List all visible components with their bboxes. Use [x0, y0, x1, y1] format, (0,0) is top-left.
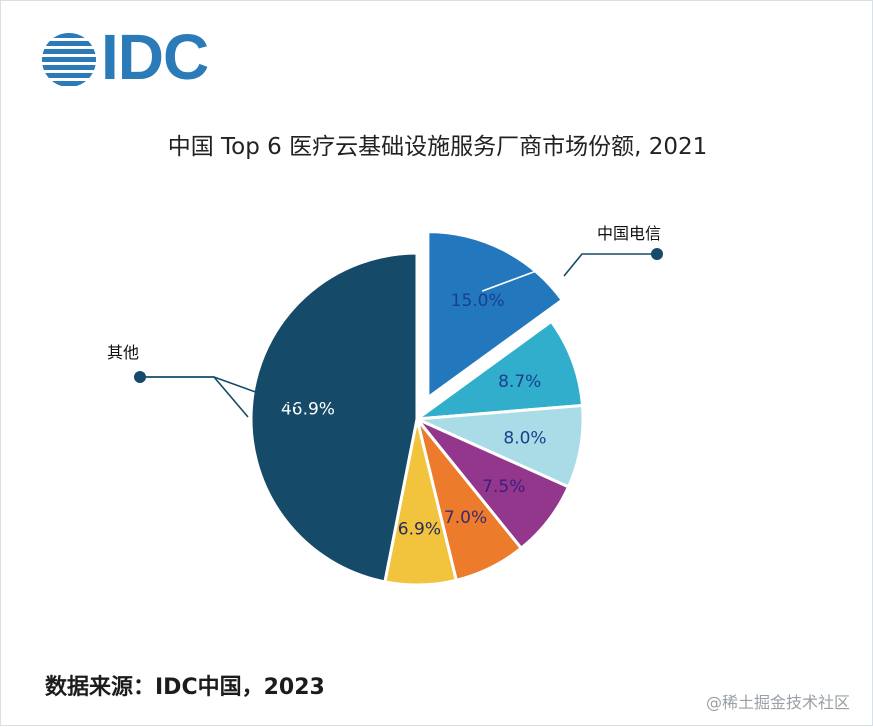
callout-line-outer-0 — [563, 253, 657, 277]
idc-logo: IDC — [39, 21, 219, 93]
chart-title: 中国 Top 6 医疗云基础设施服务厂商市场份额, 2021 — [167, 134, 708, 160]
callout-line-outer-6 — [140, 376, 249, 418]
callout-label-0: 中国电信 — [597, 224, 661, 243]
slice-value-label-0: 15.0% — [451, 291, 505, 311]
pie-slice-1 — [411, 319, 585, 421]
slice-value-label-1: 8.7% — [498, 372, 541, 392]
slice-value-label-3: 7.5% — [482, 477, 525, 497]
slice-value-label-2: 8.0% — [503, 428, 546, 448]
slice-value-label-6: 46.9% — [281, 399, 335, 419]
idc-globe-icon — [42, 33, 96, 86]
callout-dot-0 — [651, 248, 663, 260]
slice-value-label-4: 7.0% — [444, 508, 487, 528]
callout-label-6: 其他 — [107, 343, 139, 362]
watermark: @稀土掘金技术社区 — [705, 693, 850, 712]
slice-value-label-5: 6.9% — [398, 520, 441, 540]
data-source: 数据来源：IDC中国，2023 — [45, 675, 325, 700]
pie-slice-6 — [249, 251, 419, 584]
callout-dot-6 — [134, 371, 146, 383]
idc-logo-text: IDC — [101, 21, 209, 93]
